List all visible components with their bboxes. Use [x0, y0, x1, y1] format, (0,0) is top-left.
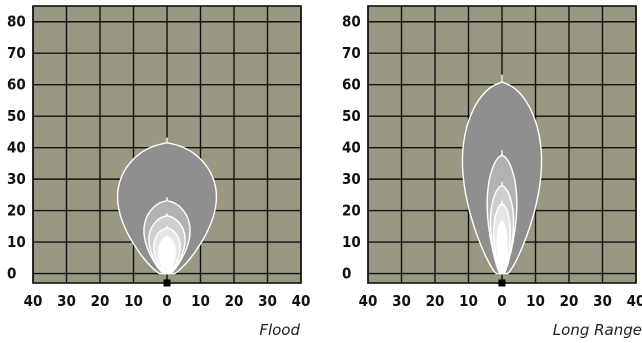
origin-marker	[498, 279, 506, 287]
y-tick-label: 70	[342, 44, 361, 62]
y-tick-label: 50	[7, 107, 26, 125]
panel-long-range: 40 30 20 10 0 10 20 30 40 0 10 20 30 40 50 60 70 80 Long R…	[342, 5, 642, 339]
y-tick-label: 70	[7, 44, 26, 62]
contour-level-5	[496, 219, 508, 275]
x-tick-label: 10	[124, 292, 143, 310]
x-tick-label: 10	[459, 292, 478, 310]
x-tick-label: 40	[359, 292, 378, 310]
x-tick-label: 40	[292, 292, 311, 310]
y-tick-label: 80	[7, 13, 26, 31]
x-tick-label: 20	[91, 292, 110, 310]
y-tick-label: 30	[7, 170, 26, 188]
x-tick-label: 20	[225, 292, 244, 310]
y-tick-label: 60	[342, 76, 361, 94]
y-tick-label: 80	[342, 13, 361, 31]
contour-level-5	[158, 235, 176, 275]
y-tick-label: 40	[7, 139, 26, 157]
y-tick-label: 0	[342, 265, 351, 283]
origin-marker	[163, 279, 171, 287]
x-tick-label: 30	[392, 292, 411, 310]
x-tick-label: 20	[560, 292, 579, 310]
x-tick-label: 40	[627, 292, 642, 310]
panel-caption: Long Range	[553, 321, 642, 339]
panel-flood: 40 30 20 10 0 10 20 30 40 0 10 20 30 40 50 60 70 80 Flood	[7, 5, 311, 339]
x-tick-label: 0	[497, 292, 506, 310]
y-tick-label: 30	[342, 170, 361, 188]
x-tick-label: 40	[24, 292, 43, 310]
y-tick-label: 10	[342, 233, 361, 251]
y-tick-label: 20	[342, 202, 361, 220]
x-tick-label: 30	[258, 292, 277, 310]
y-tick-label: 10	[7, 233, 26, 251]
x-tick-label: 10	[526, 292, 545, 310]
y-tick-label: 20	[7, 202, 26, 220]
x-tick-label: 0	[162, 292, 171, 310]
y-tick-label: 0	[7, 265, 16, 283]
y-tick-label: 40	[342, 139, 361, 157]
x-tick-label: 30	[593, 292, 612, 310]
x-tick-label: 10	[191, 292, 210, 310]
panel-caption: Flood	[259, 321, 300, 339]
beam-contours	[461, 74, 543, 275]
y-tick-label: 50	[342, 107, 361, 125]
x-tick-label: 20	[426, 292, 445, 310]
beam-contours	[116, 137, 218, 275]
x-tick-label: 30	[57, 292, 76, 310]
y-tick-label: 60	[7, 76, 26, 94]
